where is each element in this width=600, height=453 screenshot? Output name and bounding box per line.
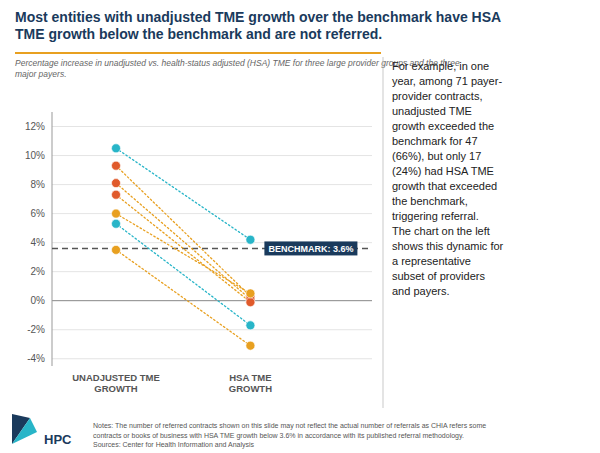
side-text-line: a representative [392, 255, 471, 267]
note-line: contracts or books of business with HSA … [93, 432, 464, 440]
background [0, 0, 600, 453]
point [246, 321, 255, 330]
benchmark-label: BENCHMARK: 3.6% [268, 244, 353, 254]
y-tick-label: 4% [31, 237, 46, 248]
side-text-line: provider contracts, [392, 90, 482, 102]
side-text-line: The chart on the left [392, 225, 490, 237]
side-text-line: (66%), but only 17 [392, 150, 481, 162]
side-text-line: year, among 71 payer- [392, 75, 502, 87]
side-rule [383, 57, 384, 408]
grid-line [52, 126, 372, 127]
subtitle-line: major payers. [15, 69, 67, 79]
side-text-line: triggering referral. [392, 210, 479, 222]
series-line [116, 214, 250, 294]
side-text-line: unadjusted TME [392, 105, 472, 117]
point [112, 245, 121, 254]
note-line: Notes: The number of referred contracts … [93, 422, 486, 430]
x-tick-label-line: HSA TME [229, 372, 271, 383]
side-text-line: For example, in one [392, 60, 489, 72]
x-tick-label: UNADJUSTED TMEGROWTH [72, 372, 160, 394]
grid-line [52, 329, 372, 330]
point [112, 219, 121, 228]
y-tick-label: -2% [27, 324, 45, 335]
y-tick-label: 12% [25, 121, 45, 132]
point [246, 298, 255, 307]
side-text-line: growth that exceeded [392, 180, 497, 192]
title-line: Most entities with unadjusted TME growth… [15, 9, 501, 25]
point [112, 209, 121, 218]
benchmark-label-box [264, 241, 357, 255]
y-tick-label: -4% [27, 353, 45, 364]
side-text-line: the benchmark, [392, 195, 468, 207]
grid-line [52, 155, 372, 156]
y-tick-label: 8% [31, 179, 46, 190]
y-tick-label: 0% [31, 295, 46, 306]
x-tick-label-line: UNADJUSTED TME [72, 372, 160, 383]
series-line [116, 195, 250, 302]
logo-mark [12, 418, 37, 444]
point [112, 179, 121, 188]
point [112, 144, 121, 153]
side-text-line: and payers. [392, 285, 449, 297]
logo-text: HPC [44, 432, 72, 447]
series-line [116, 250, 250, 346]
title: Most entities with unadjusted TME growth… [15, 9, 501, 42]
y-axis-line [52, 112, 53, 366]
point [246, 289, 255, 298]
y-tick-label: 2% [31, 266, 46, 277]
note-line: Sources: Center for Health Information a… [93, 441, 255, 449]
y-tick-label: 10% [25, 150, 45, 161]
grid [52, 127, 372, 359]
side-text: For example, in one year, among 71 payer-… [392, 60, 504, 297]
chart: Most entities with unadjusted TME growth… [0, 0, 600, 453]
grid-line [52, 300, 372, 301]
grid-line [52, 184, 372, 185]
point [112, 190, 121, 199]
x-tick-label-line: GROWTH [94, 383, 137, 394]
y-tick-label: 6% [31, 208, 46, 219]
series-line [116, 183, 250, 299]
x-tick-label-line: GROWTH [229, 383, 272, 394]
series-line [116, 166, 250, 297]
series-line [116, 224, 250, 326]
series-group [112, 144, 255, 350]
side-text-line: shows this dynamic for [392, 240, 504, 252]
title-rule [15, 52, 381, 54]
side-text-line: growth exceeded the [392, 120, 494, 132]
note: Notes: The number of referred contracts … [93, 422, 486, 449]
side-text-line: (24%) had HSA TME [392, 165, 494, 177]
side-text-line: benchmark for 47 [392, 135, 478, 147]
point [246, 341, 255, 350]
point [112, 161, 121, 170]
grid-line [52, 358, 372, 359]
point [246, 235, 255, 244]
title-line: TME growth below the benchmark and are n… [15, 26, 382, 42]
x-tick-label: HSA TMEGROWTH [229, 372, 272, 394]
side-text-line: subset of providers [392, 270, 485, 282]
